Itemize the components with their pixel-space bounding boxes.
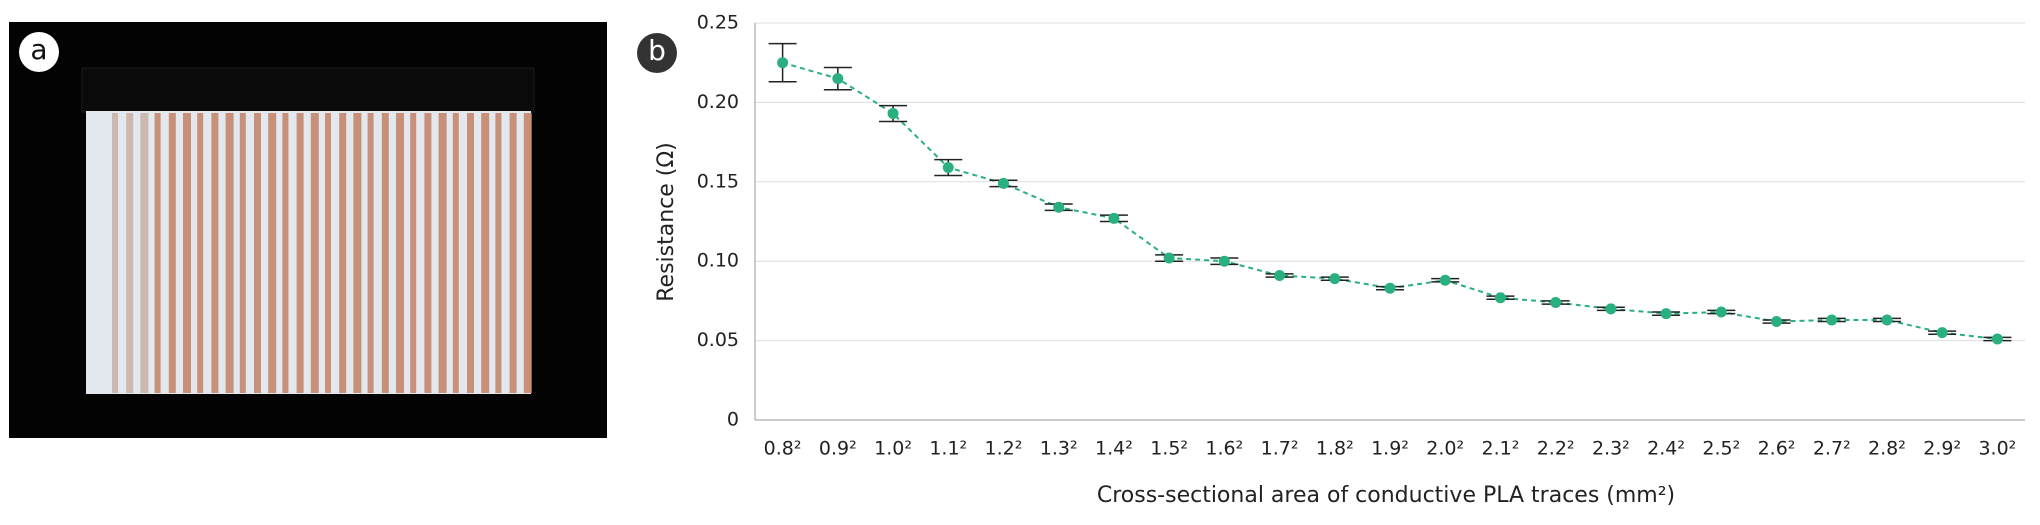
copper-trace (282, 113, 289, 393)
copper-trace (467, 113, 474, 393)
x-tick-label: 1.3² (1040, 438, 1078, 460)
x-tick-label: 2.3² (1592, 438, 1630, 460)
copper-trace (424, 113, 432, 393)
copper-trace (452, 113, 459, 393)
x-tick-label: 2.9² (1923, 438, 1961, 460)
x-tick-label: 0.9² (819, 438, 857, 460)
copper-trace (353, 113, 362, 393)
trend-line (782, 61, 1998, 341)
x-tick-label: 2.8² (1868, 438, 1906, 460)
x-tick-label: 1.9² (1371, 438, 1409, 460)
point (1771, 316, 1783, 328)
photo-frame (81, 67, 535, 113)
x-tick-label: 2.5² (1702, 438, 1740, 460)
copper-trace (239, 113, 246, 393)
copper-trace (126, 113, 134, 393)
point (1053, 201, 1065, 213)
point (1384, 282, 1396, 294)
point (1439, 274, 1451, 286)
x-tick-label: 2.1² (1482, 438, 1520, 460)
x-tick-label: 1.0² (874, 438, 912, 460)
point (1660, 308, 1672, 320)
point (1163, 252, 1175, 264)
copper-trace (310, 113, 319, 393)
y-tick-label: 0.05 (697, 329, 739, 351)
panel-badge (637, 33, 677, 73)
panel-label: a (30, 33, 47, 66)
point (1329, 273, 1341, 285)
x-tick-label: 2.0² (1426, 438, 1464, 460)
point (832, 73, 844, 85)
point (1550, 296, 1562, 308)
copper-trace (296, 113, 304, 393)
copper-trace (140, 113, 149, 393)
point (1936, 327, 1948, 339)
x-tick-label: 1.1² (929, 438, 967, 460)
point (887, 108, 899, 120)
y-tick-label: 0 (727, 409, 739, 431)
copper-trace (509, 113, 517, 393)
y-tick-label: 0.10 (697, 250, 739, 272)
point (1715, 306, 1727, 318)
x-tick-label: 2.7² (1813, 438, 1851, 460)
copper-trace (381, 113, 389, 393)
copper-trace (225, 113, 234, 393)
copper-trace (268, 113, 277, 393)
copper-trace (197, 113, 204, 393)
x-tick-label: 1.6² (1205, 438, 1243, 460)
photo (9, 22, 607, 438)
copper-trace (410, 113, 417, 393)
point (1218, 255, 1230, 267)
x-tick-label: 1.2² (985, 438, 1023, 460)
copper-trace (481, 113, 490, 393)
point (942, 162, 954, 174)
x-tick-label: 2.6² (1758, 438, 1796, 460)
copper-trace (154, 113, 161, 393)
x-tick-label: 3.0² (1978, 438, 2016, 460)
copper-trace (495, 113, 502, 393)
copper-trace (396, 113, 404, 393)
copper-trace (183, 113, 191, 393)
copper-trace (367, 113, 374, 393)
copper-trace (112, 113, 118, 393)
y-tick-label: 0.20 (697, 91, 739, 113)
copper-trace (254, 113, 261, 393)
point (997, 177, 1009, 189)
point (1881, 314, 1893, 326)
point (1826, 314, 1838, 326)
point (1108, 212, 1120, 224)
y-tick-label: 0.15 (697, 170, 739, 192)
panel-badge (19, 32, 59, 72)
x-tick-label: 2.2² (1537, 438, 1575, 460)
y-axis-title: Resistance (Ω) (654, 142, 679, 302)
point (1274, 269, 1286, 281)
x-tick-label: 1.8² (1316, 438, 1354, 460)
point (777, 57, 789, 69)
x-tick-label: 1.5² (1150, 438, 1188, 460)
point (1605, 303, 1617, 315)
copper-trace (523, 113, 532, 393)
copper-trace (339, 113, 347, 393)
x-tick-label: 1.7² (1261, 438, 1299, 460)
copper-trace (168, 113, 176, 393)
y-tick-label: 0.25 (697, 12, 739, 34)
x-tick-label: 0.8² (764, 438, 802, 460)
photo-plate (86, 111, 531, 394)
panel-label: b (648, 34, 666, 67)
x-tick-label: 2.4² (1647, 438, 1685, 460)
point (1991, 333, 2003, 345)
x-axis-title: Cross-sectional area of conductive PLA t… (1097, 483, 1675, 508)
copper-trace (211, 113, 219, 393)
copper-trace (325, 113, 331, 393)
x-tick-label: 1.4² (1095, 438, 1133, 460)
copper-trace (438, 113, 447, 393)
point (1494, 292, 1506, 304)
